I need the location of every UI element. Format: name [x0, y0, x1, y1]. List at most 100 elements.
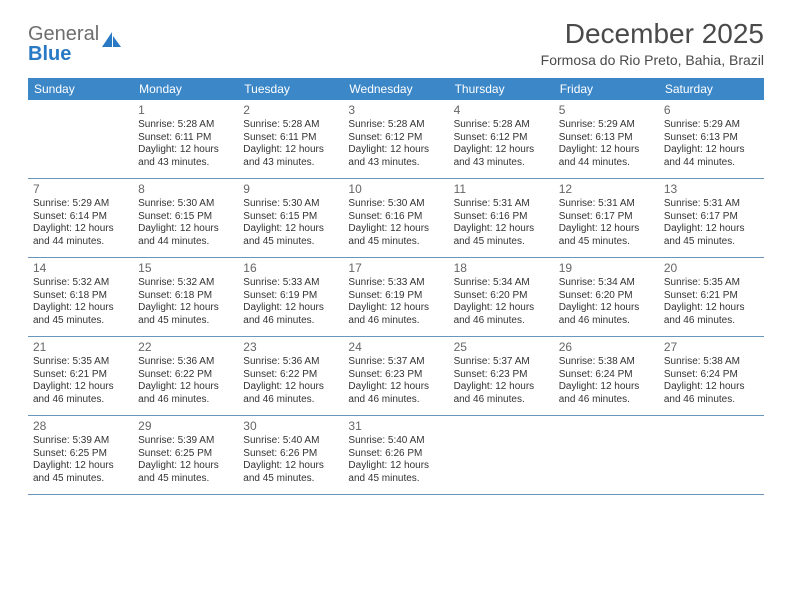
day-info-line: Sunrise: 5:30 AM [348, 198, 443, 211]
day-cell: 11Sunrise: 5:31 AMSunset: 6:16 PMDayligh… [449, 179, 554, 257]
day-info-line: Daylight: 12 hours [243, 302, 338, 315]
day-info-line: Sunset: 6:11 PM [243, 132, 338, 145]
day-cell: 2Sunrise: 5:28 AMSunset: 6:11 PMDaylight… [238, 100, 343, 178]
day-info-line: Sunrise: 5:37 AM [348, 356, 443, 369]
day-cell: 23Sunrise: 5:36 AMSunset: 6:22 PMDayligh… [238, 337, 343, 415]
day-info-line: and 46 minutes. [454, 394, 549, 407]
day-info-line: Sunrise: 5:28 AM [243, 119, 338, 132]
day-cell: 8Sunrise: 5:30 AMSunset: 6:15 PMDaylight… [133, 179, 238, 257]
day-info-line: Daylight: 12 hours [33, 223, 128, 236]
day-info-line: and 45 minutes. [348, 236, 443, 249]
day-info-line: Sunset: 6:13 PM [664, 132, 759, 145]
day-header-thu: Thursday [449, 78, 554, 100]
day-info-line: Sunrise: 5:29 AM [33, 198, 128, 211]
day-info-line: Sunset: 6:15 PM [138, 211, 233, 224]
day-info-line: Sunrise: 5:40 AM [243, 435, 338, 448]
day-info-line: and 45 minutes. [348, 473, 443, 486]
day-cell: 27Sunrise: 5:38 AMSunset: 6:24 PMDayligh… [659, 337, 764, 415]
day-info-line: and 43 minutes. [138, 157, 233, 170]
empty-cell [659, 416, 764, 494]
day-info-line: Sunset: 6:12 PM [454, 132, 549, 145]
day-info-line: and 45 minutes. [559, 236, 654, 249]
day-info-line: Daylight: 12 hours [33, 302, 128, 315]
day-info-line: Sunset: 6:21 PM [664, 290, 759, 303]
day-info-line: Daylight: 12 hours [138, 460, 233, 473]
week-row: 28Sunrise: 5:39 AMSunset: 6:25 PMDayligh… [28, 416, 764, 495]
day-info-line: Sunrise: 5:35 AM [33, 356, 128, 369]
day-info-line: Daylight: 12 hours [454, 302, 549, 315]
day-info-line: and 45 minutes. [33, 473, 128, 486]
day-number: 30 [243, 419, 338, 434]
day-header-fri: Friday [554, 78, 659, 100]
day-cell: 24Sunrise: 5:37 AMSunset: 6:23 PMDayligh… [343, 337, 448, 415]
day-number: 11 [454, 182, 549, 197]
day-info-line: and 46 minutes. [664, 315, 759, 328]
day-cell: 20Sunrise: 5:35 AMSunset: 6:21 PMDayligh… [659, 258, 764, 336]
day-info-line: and 45 minutes. [664, 236, 759, 249]
month-title: December 2025 [541, 18, 764, 50]
day-number: 18 [454, 261, 549, 276]
day-header-sat: Saturday [659, 78, 764, 100]
day-number: 10 [348, 182, 443, 197]
day-number: 22 [138, 340, 233, 355]
day-number: 16 [243, 261, 338, 276]
day-info-line: Sunset: 6:19 PM [243, 290, 338, 303]
day-info-line: Sunrise: 5:39 AM [138, 435, 233, 448]
day-info-line: Sunrise: 5:31 AM [454, 198, 549, 211]
day-number: 17 [348, 261, 443, 276]
day-info-line: Sunset: 6:14 PM [33, 211, 128, 224]
day-info-line: Sunrise: 5:34 AM [559, 277, 654, 290]
day-info-line: Sunrise: 5:32 AM [138, 277, 233, 290]
day-number: 7 [33, 182, 128, 197]
day-cell: 26Sunrise: 5:38 AMSunset: 6:24 PMDayligh… [554, 337, 659, 415]
day-info-line: Daylight: 12 hours [348, 223, 443, 236]
day-info-line: Sunset: 6:20 PM [559, 290, 654, 303]
day-header-sun: Sunday [28, 78, 133, 100]
day-number: 2 [243, 103, 338, 118]
day-cell: 12Sunrise: 5:31 AMSunset: 6:17 PMDayligh… [554, 179, 659, 257]
title-block: December 2025 Formosa do Rio Preto, Bahi… [541, 18, 764, 68]
week-row: 1Sunrise: 5:28 AMSunset: 6:11 PMDaylight… [28, 100, 764, 179]
logo: General Blue [28, 18, 123, 64]
day-info-line: Daylight: 12 hours [138, 223, 233, 236]
day-cell: 6Sunrise: 5:29 AMSunset: 6:13 PMDaylight… [659, 100, 764, 178]
day-number: 9 [243, 182, 338, 197]
day-info-line: Daylight: 12 hours [138, 302, 233, 315]
day-info-line: and 45 minutes. [454, 236, 549, 249]
day-info-line: Sunrise: 5:34 AM [454, 277, 549, 290]
day-info-line: and 45 minutes. [243, 473, 338, 486]
day-info-line: Daylight: 12 hours [664, 381, 759, 394]
day-cell: 25Sunrise: 5:37 AMSunset: 6:23 PMDayligh… [449, 337, 554, 415]
day-cell: 15Sunrise: 5:32 AMSunset: 6:18 PMDayligh… [133, 258, 238, 336]
day-info-line: Daylight: 12 hours [138, 381, 233, 394]
day-number: 19 [559, 261, 654, 276]
day-info-line: and 44 minutes. [559, 157, 654, 170]
day-info-line: Sunrise: 5:31 AM [664, 198, 759, 211]
day-info-line: Sunrise: 5:28 AM [454, 119, 549, 132]
day-cell: 17Sunrise: 5:33 AMSunset: 6:19 PMDayligh… [343, 258, 448, 336]
day-number: 25 [454, 340, 549, 355]
day-info-line: Sunrise: 5:28 AM [138, 119, 233, 132]
day-info-line: and 46 minutes. [348, 394, 443, 407]
day-info-line: and 46 minutes. [664, 394, 759, 407]
day-cell: 28Sunrise: 5:39 AMSunset: 6:25 PMDayligh… [28, 416, 133, 494]
day-number: 28 [33, 419, 128, 434]
day-info-line: Daylight: 12 hours [138, 144, 233, 157]
day-cell: 29Sunrise: 5:39 AMSunset: 6:25 PMDayligh… [133, 416, 238, 494]
day-info-line: Sunrise: 5:36 AM [138, 356, 233, 369]
day-info-line: Sunset: 6:22 PM [138, 369, 233, 382]
day-info-line: Daylight: 12 hours [348, 144, 443, 157]
day-number: 8 [138, 182, 233, 197]
day-info-line: Sunrise: 5:40 AM [348, 435, 443, 448]
location-text: Formosa do Rio Preto, Bahia, Brazil [541, 52, 764, 68]
day-info-line: and 46 minutes. [348, 315, 443, 328]
day-info-line: Daylight: 12 hours [664, 302, 759, 315]
day-info-line: Sunset: 6:20 PM [454, 290, 549, 303]
day-number: 23 [243, 340, 338, 355]
day-number: 20 [664, 261, 759, 276]
empty-cell [449, 416, 554, 494]
day-cell: 7Sunrise: 5:29 AMSunset: 6:14 PMDaylight… [28, 179, 133, 257]
day-info-line: Sunset: 6:11 PM [138, 132, 233, 145]
day-header-row: Sunday Monday Tuesday Wednesday Thursday… [28, 78, 764, 100]
day-info-line: and 45 minutes. [138, 315, 233, 328]
